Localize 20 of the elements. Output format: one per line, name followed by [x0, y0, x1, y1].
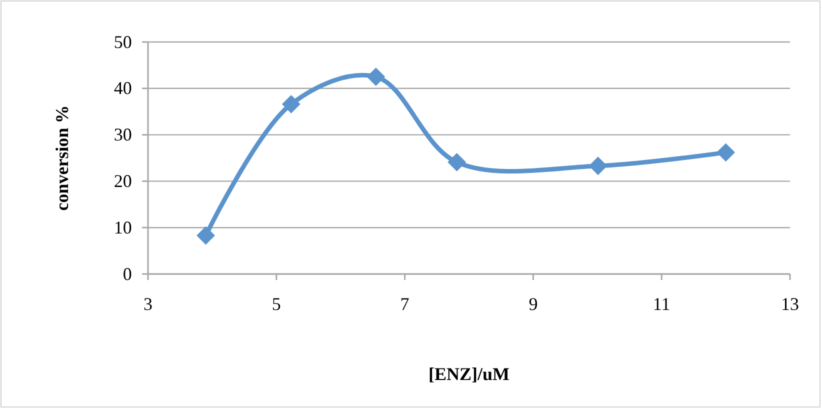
x-tick-label: 13 — [781, 294, 799, 314]
x-tick-label: 11 — [652, 294, 670, 314]
y-tick-label: 20 — [114, 170, 132, 191]
point — [588, 156, 608, 176]
x-tick-label: 3 — [144, 294, 152, 314]
x-tick-label: 5 — [272, 294, 281, 314]
x-tick-label: 7 — [400, 294, 410, 314]
point — [448, 152, 466, 172]
y-tick-label: 10 — [114, 217, 132, 238]
y-axis-title: conversion % — [52, 105, 72, 211]
point — [716, 143, 736, 162]
point — [366, 68, 386, 86]
point — [196, 226, 215, 245]
y-tick-label: 30 — [114, 124, 132, 145]
y-tick-label: 40 — [114, 78, 132, 98]
y-tick-label: 0 — [122, 264, 132, 284]
x-axis-title: [ENZ]/uM — [428, 364, 510, 384]
y-tick-label: 50 — [114, 32, 132, 52]
x-tick-label: 9 — [528, 294, 538, 314]
point — [282, 94, 300, 114]
